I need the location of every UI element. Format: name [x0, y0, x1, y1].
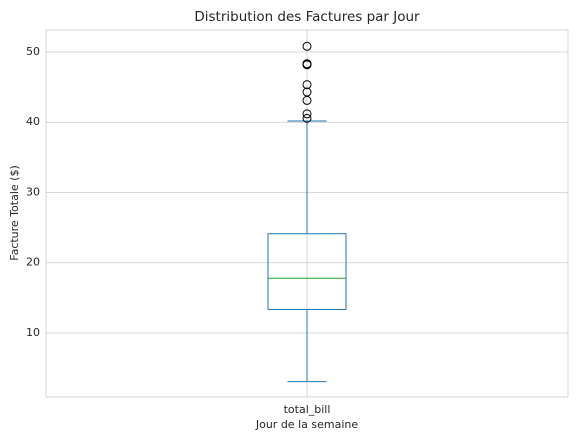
outlier — [302, 41, 312, 51]
outlier — [302, 113, 312, 123]
y-tick-label: 30 — [26, 185, 40, 198]
y-tick-label: 50 — [26, 45, 40, 58]
outlier — [302, 109, 312, 119]
y-axis-label: Facture Totale ($) — [8, 165, 21, 260]
box — [267, 233, 347, 310]
outlier — [302, 87, 312, 97]
outlier — [302, 80, 312, 90]
x-tick-label: total_bill — [284, 403, 331, 416]
y-tick-label: 10 — [26, 326, 40, 339]
chart-title: Distribution des Factures par Jour — [194, 9, 420, 25]
plot-frame — [45, 29, 569, 398]
outlier — [302, 59, 312, 69]
y-tick-label: 40 — [26, 115, 40, 128]
x-axis-label: Jour de la semaine — [255, 418, 358, 431]
y-tick-label: 20 — [26, 256, 40, 269]
